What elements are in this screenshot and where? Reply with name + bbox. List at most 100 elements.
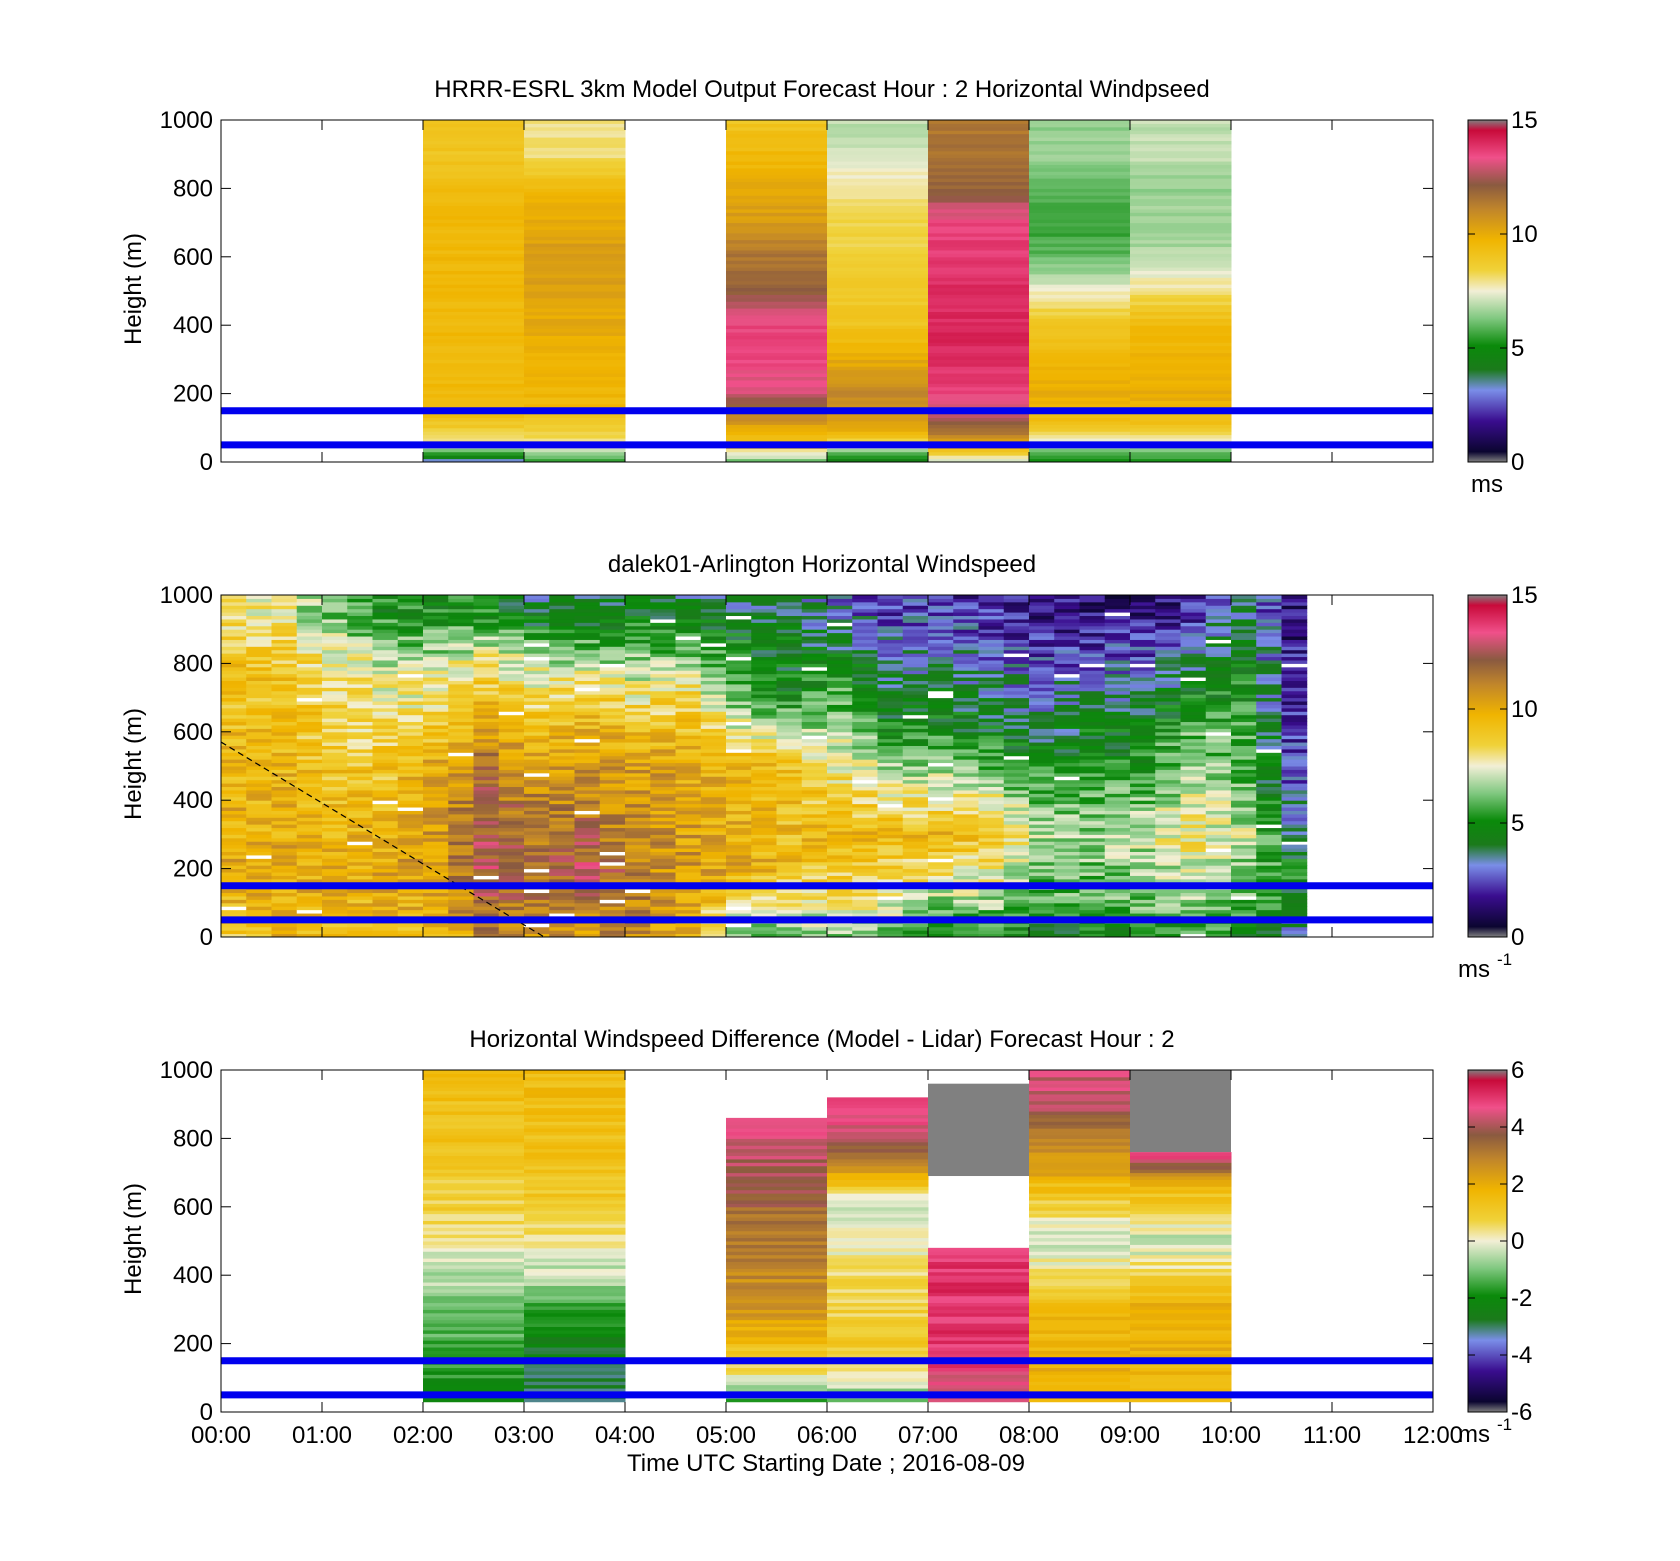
heatmap-cell: [423, 195, 525, 200]
heatmap-cell: [322, 745, 348, 750]
heatmap-cell: [1029, 434, 1131, 439]
heatmap-cell: [726, 728, 752, 733]
heatmap-cell: [1029, 861, 1055, 866]
heatmap-cell: [625, 820, 651, 825]
heatmap-cell: [726, 277, 828, 282]
heatmap-cell: [700, 844, 727, 849]
heatmap-cell: [1155, 632, 1181, 637]
heatmap-cell: [700, 625, 727, 630]
heatmap-cell: [827, 714, 853, 719]
heatmap-cell: [827, 352, 929, 357]
heatmap-cell: [448, 707, 474, 712]
heatmap-cell: [271, 851, 298, 856]
heatmap-cell: [650, 642, 676, 647]
heatmap-cell: [1104, 786, 1131, 791]
heatmap-cell: [423, 376, 525, 381]
heatmap-cell: [827, 414, 929, 419]
heatmap-cell: [978, 813, 1005, 818]
heatmap-cell: [473, 618, 500, 623]
heatmap-cell: [928, 239, 1030, 244]
heatmap-cell: [928, 612, 954, 617]
heatmap-cell: [1231, 731, 1257, 736]
heatmap-cell: [1231, 789, 1257, 794]
heatmap-cell: [726, 701, 752, 705]
heatmap-cell: [271, 687, 298, 692]
heatmap-cell: [928, 321, 1030, 326]
heatmap-cell: [322, 807, 348, 811]
heatmap-cell: [625, 636, 651, 640]
heatmap-cell: [852, 632, 878, 637]
heatmap-cell: [448, 598, 474, 603]
heatmap-cell: [978, 807, 1005, 811]
heatmap-cell: [271, 827, 298, 832]
heatmap-cell: [1205, 769, 1232, 774]
heatmap-cell: [1130, 304, 1232, 309]
heatmap-cell: [599, 803, 626, 808]
heatmap-cell: [423, 335, 525, 340]
heatmap-cell: [1205, 803, 1232, 808]
heatmap-cell: [372, 872, 399, 876]
heatmap-cell: [1054, 677, 1080, 681]
heatmap-cell: [1104, 906, 1131, 911]
heatmap-column: [599, 595, 626, 938]
heatmap-cell: [372, 810, 399, 815]
heatmap-cell: [549, 875, 575, 880]
heatmap-cell: [625, 837, 651, 842]
heatmap-cell: [271, 663, 298, 668]
heatmap-cell: [1205, 762, 1232, 767]
heatmap-cell: [423, 328, 525, 333]
heatmap-cell: [448, 769, 474, 774]
heatmap-cell: [726, 666, 752, 671]
heatmap-cell: [1029, 424, 1131, 429]
heatmap-cell: [776, 728, 803, 733]
heatmap-cell: [549, 807, 575, 811]
heatmap-cell: [978, 803, 1005, 808]
heatmap-cell: [928, 379, 1030, 384]
heatmap-cell: [524, 205, 626, 210]
heatmap-cell: [1003, 704, 1030, 709]
heatmap-cell: [625, 752, 651, 757]
heatmap-cell: [726, 649, 752, 654]
heatmap-cell: [953, 728, 979, 733]
heatmap-cell: [801, 728, 828, 733]
heatmap-cell: [928, 878, 954, 883]
heatmap-cell: [827, 287, 929, 292]
heatmap-cell: [423, 830, 449, 835]
heatmap-cell: [1256, 909, 1282, 914]
heatmap-cell: [1256, 851, 1282, 856]
heatmap-cell: [271, 824, 298, 829]
heatmap-cell: [625, 902, 651, 907]
heatmap-cell: [1104, 820, 1131, 825]
heatmap-cell: [700, 878, 727, 883]
heatmap-cell: [1180, 687, 1207, 692]
heatmap-cell: [524, 362, 626, 367]
heatmap-cell: [599, 926, 626, 931]
heatmap-cell: [827, 608, 853, 613]
heatmap-cell: [1029, 335, 1131, 340]
heatmap-cell: [928, 427, 1030, 432]
heatmap-cell: [1054, 851, 1080, 856]
heatmap-cell: [1029, 776, 1055, 781]
heatmap-cell: [524, 752, 550, 757]
heatmap-cell: [1256, 902, 1282, 907]
heatmap-cell: [1104, 649, 1131, 654]
heatmap-cell: [574, 639, 601, 644]
heatmap-cell: [1256, 933, 1282, 938]
heatmap-cell: [1130, 249, 1232, 254]
heatmap-cell: [246, 711, 272, 716]
heatmap-cell: [1130, 878, 1156, 883]
heatmap-cell: [852, 670, 878, 675]
heatmap-cell: [221, 612, 247, 617]
heatmap-cell: [423, 308, 525, 313]
heatmap-cell: [827, 656, 853, 661]
heatmap-cell: [1079, 865, 1106, 870]
heatmap-cell: [650, 868, 676, 873]
heatmap-cell: [827, 291, 929, 295]
heatmap-cell: [1231, 875, 1257, 880]
heatmap-cell: [852, 824, 878, 829]
heatmap-cell: [1205, 612, 1232, 617]
heatmap-cell: [423, 618, 449, 623]
heatmap-cell: [928, 629, 954, 634]
heatmap-cell: [1079, 735, 1106, 740]
heatmap-cell: [599, 673, 626, 678]
